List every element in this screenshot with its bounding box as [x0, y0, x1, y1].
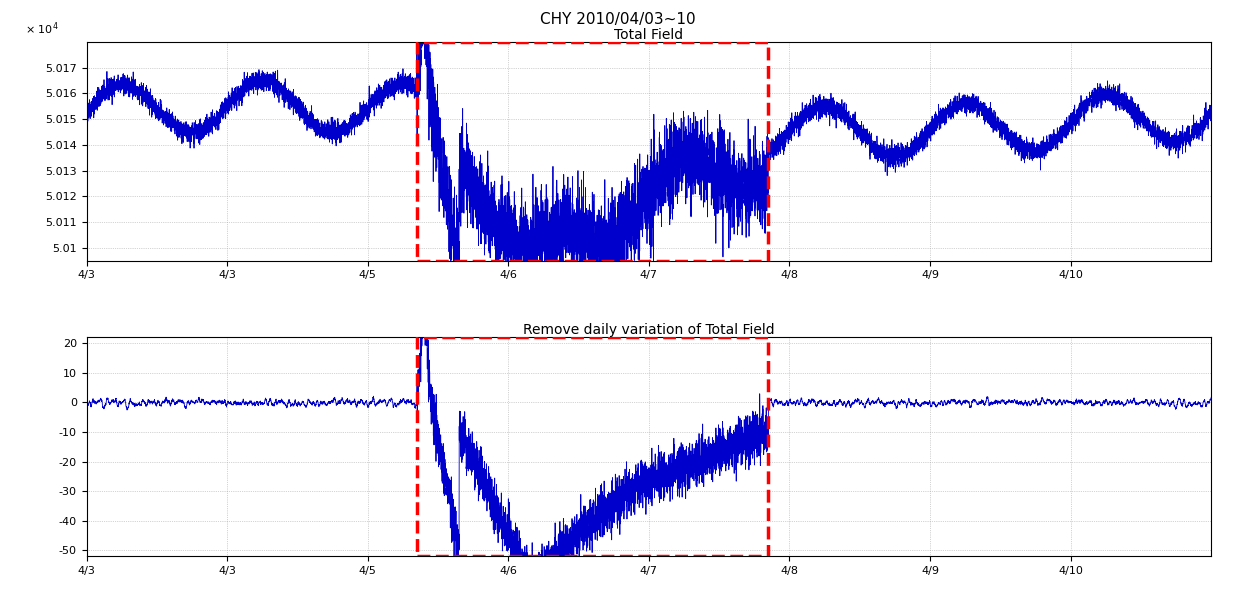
- Text: $\times$ 10$^4$: $\times$ 10$^4$: [25, 21, 58, 38]
- Bar: [417, 337, 769, 556]
- Text: CHY 2010/04/03~10: CHY 2010/04/03~10: [540, 12, 696, 27]
- Bar: [417, 42, 769, 261]
- Title: Total Field: Total Field: [614, 28, 684, 42]
- Title: Remove daily variation of Total Field: Remove daily variation of Total Field: [523, 324, 775, 337]
